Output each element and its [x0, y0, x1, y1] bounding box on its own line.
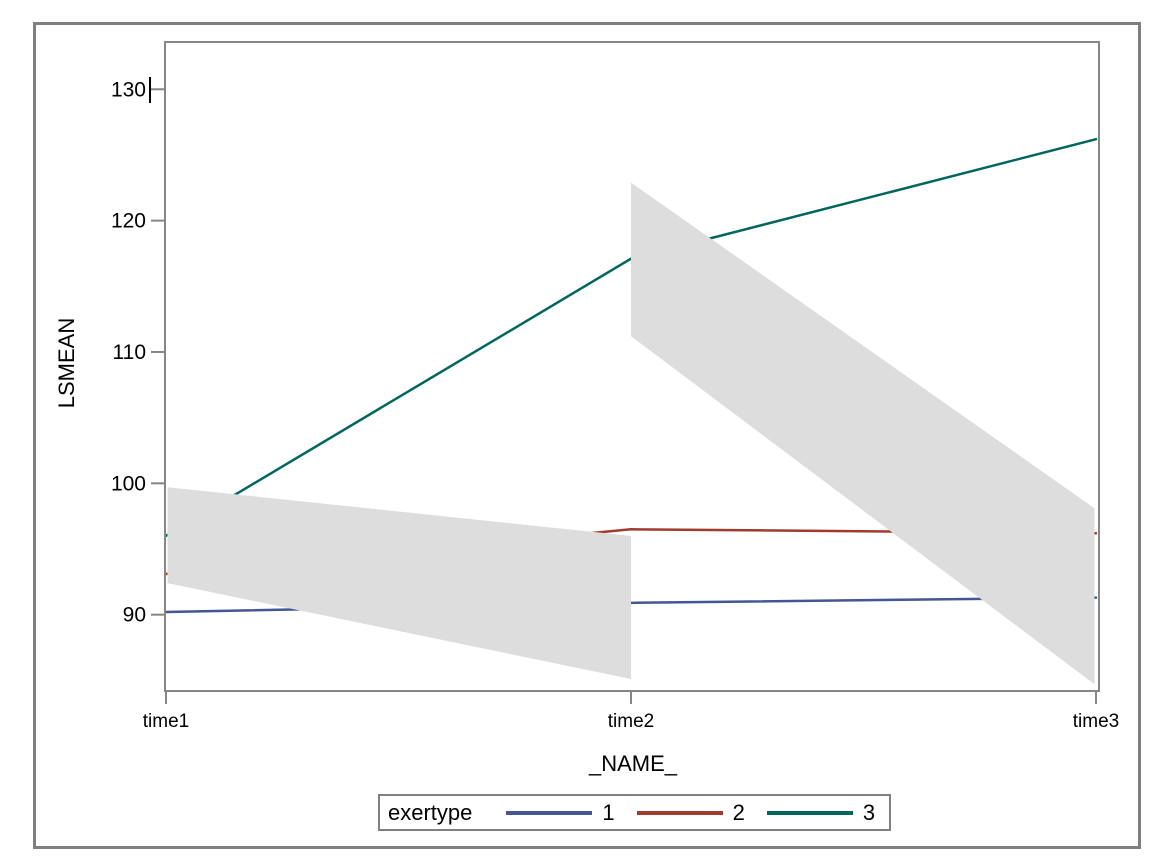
y-tick-label: 110 — [113, 341, 146, 364]
legend-item-exertype-3: 3 — [766, 799, 876, 826]
confidence-band-time2-time3 — [631, 182, 1095, 685]
legend-item-label-3: 3 — [862, 799, 876, 825]
legend-line-swatch-2 — [636, 810, 723, 815]
legend-title: exertype — [388, 799, 473, 825]
x-axis-title: _NAME_ — [588, 751, 678, 776]
y-tick-label: 130 — [111, 78, 146, 101]
legend-line-swatch-3 — [766, 810, 853, 815]
y-tick-label: 90 — [123, 604, 146, 627]
legend-item-exertype-1: 1 — [506, 799, 615, 826]
legend-line-swatch-1 — [506, 810, 593, 815]
x-tick-label: time1 — [143, 711, 189, 732]
y-tick-label: 120 — [111, 210, 146, 233]
legend: exertype 1 2 3 — [378, 794, 891, 831]
x-tick-label: time2 — [608, 711, 654, 732]
y-axis-title: LSMEAN — [54, 317, 79, 409]
legend-item-label-2: 2 — [732, 799, 745, 825]
text-cursor-icon — [149, 77, 151, 103]
legend-item-label-1: 1 — [602, 799, 615, 825]
legend-item-exertype-2: 2 — [636, 799, 745, 826]
confidence-band-time1-time2 — [167, 487, 631, 680]
x-tick-label: time3 — [1073, 711, 1119, 732]
y-tick-label: 100 — [111, 472, 146, 495]
plot-area-border — [164, 41, 1100, 692]
